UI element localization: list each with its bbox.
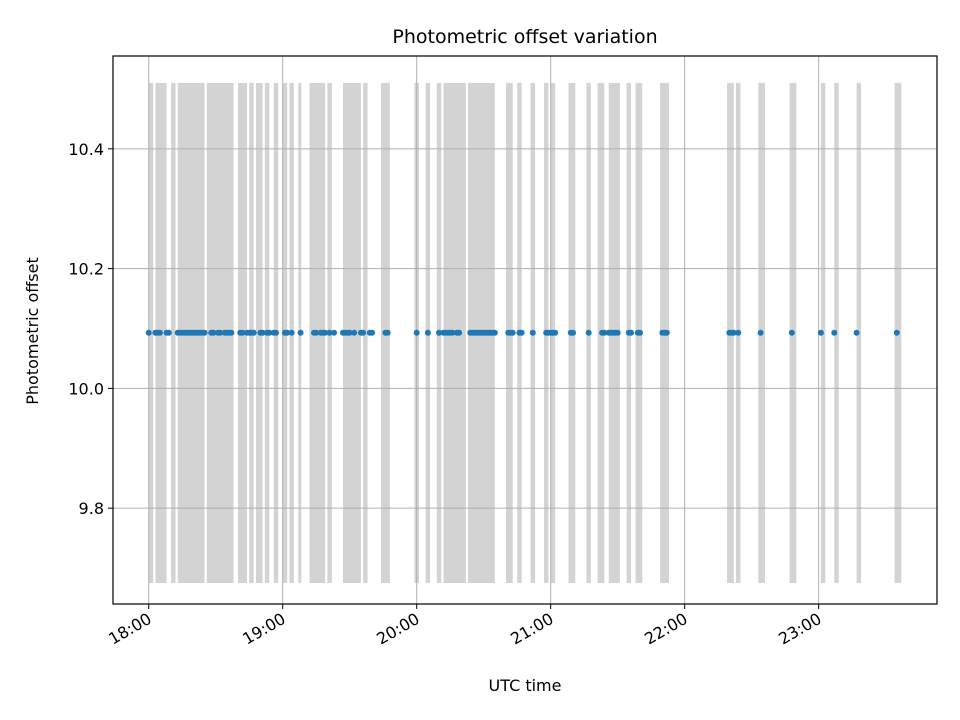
data-point — [369, 329, 376, 336]
data-point — [601, 329, 608, 336]
y-tick-label: 10.2 — [68, 260, 104, 279]
data-point — [266, 329, 273, 336]
data-point — [663, 329, 670, 336]
grid — [113, 56, 937, 604]
shaded-span — [171, 82, 176, 584]
y-axis-label: Photometric offset — [23, 257, 42, 405]
data-point — [322, 329, 329, 336]
y-tick-label: 10.0 — [68, 379, 104, 398]
data-point — [259, 329, 266, 336]
data-point — [491, 329, 498, 336]
chart-title: Photometric offset variation — [392, 26, 657, 48]
data-point — [413, 329, 420, 336]
data-point — [273, 329, 280, 336]
y-axis-ticks: 9.8 10.0 10.2 10.4 — [68, 140, 113, 518]
plot-frame — [112, 55, 938, 605]
data-point — [297, 329, 304, 336]
data-point — [817, 329, 824, 336]
data-point — [614, 329, 621, 336]
data-point — [346, 329, 353, 336]
data-point — [529, 329, 536, 336]
data-point — [757, 329, 764, 336]
y-tick-label: 10.4 — [68, 140, 104, 159]
data-point — [449, 329, 456, 336]
data-point — [326, 329, 333, 336]
data-point — [456, 329, 463, 336]
data-point — [165, 329, 172, 336]
data-point — [331, 329, 338, 336]
data-point — [288, 329, 295, 336]
data-point — [351, 329, 358, 336]
data-point — [637, 329, 644, 336]
data-point — [509, 329, 516, 336]
data-point — [145, 329, 152, 336]
data-point — [360, 329, 367, 336]
data-point — [518, 329, 525, 336]
data-point — [628, 329, 635, 336]
data-point — [424, 329, 431, 336]
data-point — [228, 329, 235, 336]
data-point — [552, 329, 559, 336]
data-point — [201, 329, 208, 336]
x-axis-label: UTC time — [489, 676, 562, 695]
data-point — [831, 329, 838, 336]
data-point — [730, 329, 737, 336]
data-point — [210, 329, 217, 336]
data-point — [217, 329, 224, 336]
data-point — [735, 329, 742, 336]
data-point — [284, 329, 291, 336]
data-point — [788, 329, 795, 336]
data-point — [250, 329, 257, 336]
data-point — [239, 329, 246, 336]
y-tick-label: 9.8 — [79, 499, 104, 518]
data-point — [585, 329, 592, 336]
data-point — [384, 329, 391, 336]
data-point — [893, 329, 900, 336]
data-point — [853, 329, 860, 336]
data-point — [570, 329, 577, 336]
data-points — [145, 329, 900, 336]
data-point — [156, 329, 163, 336]
data-point — [436, 329, 443, 336]
data-point — [313, 329, 320, 336]
